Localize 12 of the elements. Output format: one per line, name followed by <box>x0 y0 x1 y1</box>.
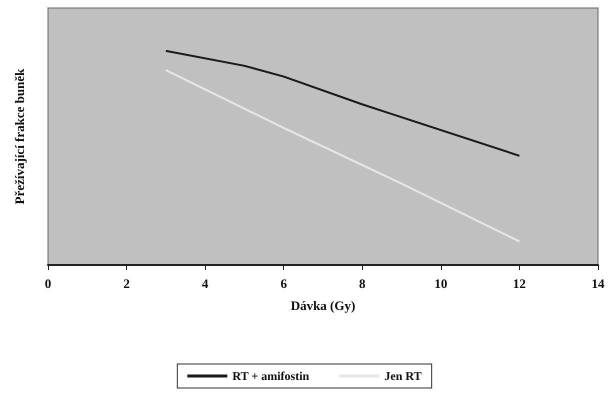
legend-label: Jen RT <box>384 369 422 383</box>
x-tick-label: 12 <box>512 276 526 291</box>
x-tick-label: 0 <box>44 276 52 291</box>
x-tick-label: 4 <box>202 276 209 291</box>
x-tick-label: 8 <box>359 276 366 291</box>
y-axis-title: Přežívající frakce buněk <box>12 68 27 204</box>
x-axis-title: Dávka (Gy) <box>290 298 356 313</box>
legend-label: RT + amifostin <box>232 369 310 383</box>
x-tick-label: 2 <box>123 276 130 291</box>
x-tick-label: 10 <box>434 276 448 291</box>
x-tick-label: 6 <box>280 276 288 291</box>
x-tick-label: 14 <box>592 276 605 291</box>
